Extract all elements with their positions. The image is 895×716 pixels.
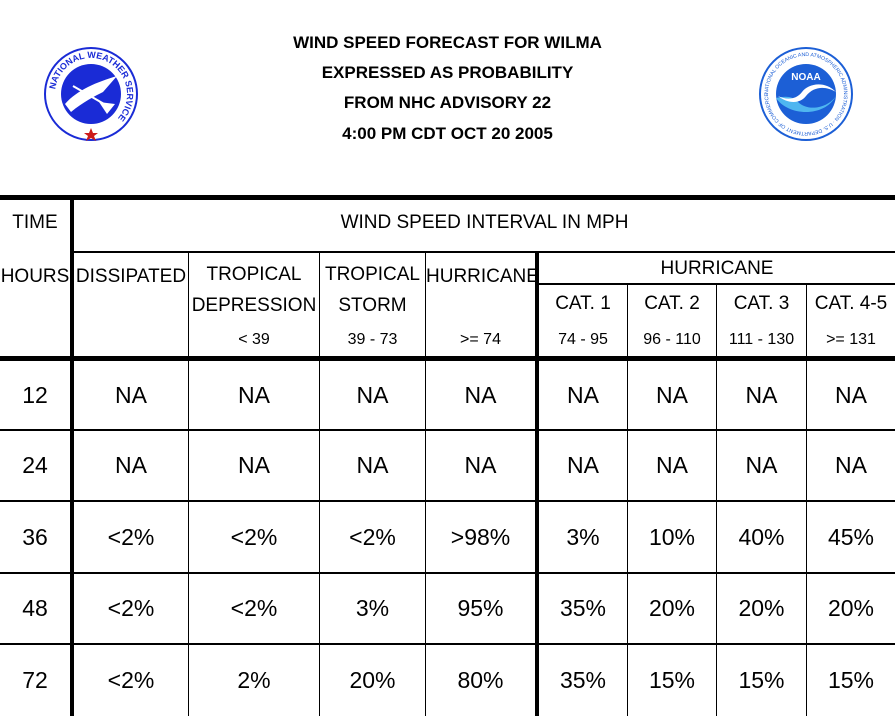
col-rule-3 — [425, 251, 426, 716]
col-header-hurricane: HURRICANE — [426, 266, 539, 287]
col-header-cat3: CAT. 3 — [733, 293, 790, 314]
col-header-ts-line1: TROPICAL — [324, 264, 421, 285]
col-range-hurricane: >= 74 — [460, 331, 501, 348]
probability-cell: 3% — [355, 595, 390, 621]
hours-header: HOURS — [0, 266, 70, 287]
probability-cell: <2% — [107, 524, 155, 550]
probability-cell: NA — [567, 452, 599, 478]
col-rule-6 — [716, 284, 717, 716]
row-rule-2 — [0, 500, 895, 502]
probability-cell: NA — [356, 452, 389, 478]
probability-cell: NA — [238, 452, 270, 478]
col-header-dissipated: DISSIPATED — [75, 266, 187, 287]
probability-cell: NA — [464, 452, 497, 478]
row-rule-1 — [0, 429, 895, 431]
probability-cell: <2% — [107, 667, 155, 693]
col-rule-7 — [806, 284, 807, 716]
col-range-cat3: 111 - 130 — [728, 331, 795, 348]
probability-cell: 2% — [237, 667, 271, 693]
row-rule-3 — [0, 572, 895, 574]
probability-cell: 15% — [827, 667, 875, 693]
title-line-3: FROM NHC ADVISORY 22 — [343, 93, 552, 112]
probability-cell: 45% — [827, 524, 875, 550]
probability-cell: 20% — [738, 595, 785, 621]
row-rule-4 — [0, 643, 895, 645]
probability-cell: NA — [238, 382, 270, 408]
col-header-td-line1: TROPICAL — [206, 264, 302, 285]
probability-cell: 40% — [738, 524, 785, 550]
svg-text:NOAA: NOAA — [791, 72, 820, 83]
col-header-cat45: CAT. 4-5 — [814, 293, 888, 314]
table-top-rule — [0, 195, 895, 200]
col-header-cat1: CAT. 1 — [555, 293, 611, 314]
probability-cell: 3% — [566, 524, 600, 550]
title-line-1: WIND SPEED FORECAST FOR WILMA — [293, 33, 602, 52]
interval-header: WIND SPEED INTERVAL IN MPH — [340, 212, 629, 233]
probability-cell: 35% — [559, 667, 607, 693]
probability-cell: <2% — [230, 524, 278, 550]
probability-cell: NA — [656, 452, 688, 478]
title-line-4: 4:00 PM CDT OCT 20 2005 — [342, 124, 553, 143]
col-rule-5 — [627, 284, 628, 716]
title-line-2: EXPRESSED AS PROBABILITY — [321, 63, 574, 82]
probability-cell: NA — [115, 452, 147, 478]
probability-cell: 20% — [648, 595, 696, 621]
col-range-cat2: 96 - 110 — [643, 331, 701, 348]
probability-cell: >98% — [450, 524, 511, 550]
hours-cell: 72 — [22, 667, 48, 693]
hours-cell: 36 — [22, 524, 48, 550]
probability-cell: 20% — [827, 595, 875, 621]
probability-cell: NA — [115, 382, 147, 408]
col-rule-1 — [188, 251, 189, 716]
probability-cell: 20% — [349, 667, 396, 693]
probability-cell: NA — [745, 382, 778, 408]
probability-cell: NA — [835, 382, 867, 408]
probability-cell: 15% — [648, 667, 696, 693]
hours-cell: 48 — [22, 595, 48, 621]
probability-cell: NA — [835, 452, 867, 478]
header-bottom-rule — [0, 356, 895, 361]
probability-cell: 35% — [559, 595, 607, 621]
interval-divider-rule — [72, 251, 895, 253]
time-column-rule — [70, 195, 74, 716]
col-range-cat1: 74 - 95 — [558, 331, 608, 348]
col-header-cat2: CAT. 2 — [644, 293, 700, 314]
probability-cell: 10% — [648, 524, 696, 550]
noaa-logo: NATIONAL OCEANIC AND ATMOSPHERIC ADMINIS… — [758, 46, 854, 142]
probability-cell: 15% — [738, 667, 785, 693]
hours-cell: 12 — [22, 382, 48, 408]
probability-cell: NA — [356, 382, 389, 408]
probability-cell: <2% — [230, 595, 278, 621]
nws-logo: NATIONAL WEATHER SERVICE — [43, 46, 139, 142]
col-range-cat45: >= 131 — [826, 331, 876, 348]
hurricane-group-header: HURRICANE — [660, 258, 774, 279]
hurricane-split-rule — [535, 251, 539, 716]
probability-cell: NA — [656, 382, 688, 408]
hours-cell: 24 — [22, 452, 48, 478]
probability-cell: <2% — [349, 524, 396, 550]
probability-cell: NA — [745, 452, 778, 478]
col-header-ts-line2: STORM — [338, 295, 407, 316]
time-header: TIME — [12, 212, 58, 233]
col-rule-2 — [319, 251, 320, 716]
probability-cell: <2% — [107, 595, 155, 621]
probability-cell: NA — [567, 382, 599, 408]
probability-cell: NA — [464, 382, 497, 408]
probability-cell: 95% — [457, 595, 504, 621]
probability-cell: 80% — [457, 667, 504, 693]
col-range-td: < 39 — [238, 331, 270, 348]
col-header-td-line2: DEPRESSION — [191, 295, 317, 316]
col-range-ts: 39 - 73 — [347, 331, 398, 348]
